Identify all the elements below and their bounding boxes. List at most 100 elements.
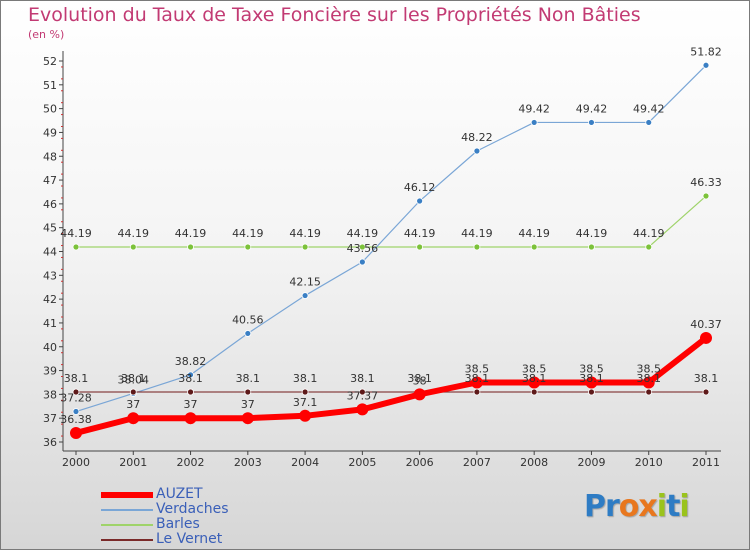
legend-item-le-vernet: Le Vernet	[101, 531, 301, 547]
data-label-verdaches: 38.82	[175, 355, 207, 368]
data-point-verdaches	[187, 371, 194, 379]
data-point-le-vernet	[358, 388, 366, 396]
data-point-barles	[702, 192, 710, 200]
data-point-auzet	[184, 412, 197, 425]
data-point-auzet	[127, 412, 140, 425]
data-point-le-vernet	[244, 388, 252, 396]
data-label-auzet: 38	[413, 374, 427, 387]
legend-swatch-barles	[101, 524, 153, 526]
data-point-barles	[129, 243, 137, 251]
data-label-auzet: 37	[126, 398, 140, 411]
x-tick-label: 2007	[463, 456, 491, 469]
data-point-auzet	[241, 412, 254, 425]
data-point-verdaches	[702, 61, 710, 69]
data-label-auzet: 36.38	[60, 413, 92, 426]
data-label-le-vernet: 38.1	[465, 372, 490, 385]
data-point-le-vernet	[702, 388, 710, 396]
legend-item-barles: Barles	[101, 516, 301, 532]
y-tick-label: 51	[43, 79, 57, 92]
data-point-le-vernet	[588, 388, 595, 396]
series-line-barles	[75, 195, 707, 248]
data-label-le-vernet: 38.1	[694, 372, 719, 385]
data-point-le-vernet	[72, 388, 80, 396]
y-tick-label: 38	[43, 388, 57, 401]
legend-swatch-verdaches	[101, 509, 153, 511]
y-tick-label: 44	[43, 246, 57, 259]
y-tick-label: 40	[43, 341, 57, 354]
data-label-barles: 44.19	[404, 227, 436, 240]
data-label-barles: 44.19	[633, 227, 665, 240]
y-tick-label: 47	[43, 174, 57, 187]
data-label-le-vernet: 38.1	[236, 372, 261, 385]
data-label-le-vernet: 38.1	[64, 372, 89, 385]
data-label-verdaches: 46.12	[404, 181, 436, 194]
data-label-auzet: 37.37	[347, 389, 379, 402]
x-tick-label: 2011	[692, 456, 720, 469]
data-label-le-vernet: 38.1	[636, 372, 661, 385]
data-point-verdaches	[72, 408, 80, 415]
y-tick-label: 37	[43, 412, 57, 425]
series-line-auzet	[73, 334, 709, 436]
x-tick-label: 2000	[62, 456, 90, 469]
data-label-barles: 44.19	[175, 227, 207, 240]
data-point-auzet	[470, 376, 483, 389]
data-point-barles	[187, 243, 194, 251]
legend-label-le-vernet: Le Vernet	[156, 531, 223, 547]
data-point-le-vernet	[473, 388, 481, 396]
data-point-le-vernet	[129, 388, 137, 396]
y-tick-label: 46	[43, 198, 57, 211]
data-point-le-vernet	[301, 388, 309, 396]
data-point-auzet	[356, 403, 369, 416]
legend-label-auzet: AUZET	[156, 486, 203, 502]
data-point-barles	[645, 243, 653, 251]
data-point-verdaches	[416, 197, 424, 205]
x-tick-label: 2003	[234, 456, 262, 469]
data-label-barles: 44.19	[576, 227, 608, 240]
data-label-verdaches: 51.82	[690, 45, 722, 58]
y-tick-label: 45	[43, 222, 57, 235]
y-tick-label: 42	[43, 293, 57, 306]
data-point-verdaches	[301, 292, 309, 299]
data-label-verdaches: 48.22	[461, 131, 493, 144]
data-point-le-vernet	[530, 388, 538, 396]
data-point-le-vernet	[645, 388, 653, 396]
x-tick-label: 2005	[348, 456, 376, 469]
y-unit-label: (en %)	[28, 28, 65, 41]
data-point-verdaches	[588, 119, 595, 126]
data-point-auzet	[700, 331, 712, 344]
data-point-auzet	[642, 376, 655, 389]
data-label-auzet: 37	[241, 398, 255, 411]
data-point-barles	[358, 243, 366, 251]
data-label-auzet: 38.5	[636, 362, 661, 375]
data-point-auzet	[585, 376, 598, 389]
x-tick-label: 2008	[520, 456, 548, 469]
data-label-le-vernet: 38.1	[350, 372, 375, 385]
x-tick-label: 2002	[177, 456, 205, 469]
data-label-verdaches: 43.56	[347, 242, 379, 255]
data-point-verdaches	[645, 119, 653, 126]
data-point-le-vernet	[187, 388, 194, 396]
proxiti-logo: Proxiti	[584, 489, 690, 524]
data-label-auzet: 37.1	[293, 396, 318, 409]
y-tick-label: 50	[43, 103, 57, 116]
data-point-barles	[473, 243, 481, 251]
data-label-auzet: 38.5	[465, 362, 490, 375]
data-label-le-vernet: 38.1	[579, 372, 604, 385]
data-point-barles	[244, 243, 252, 251]
data-point-auzet	[299, 409, 312, 422]
data-label-verdaches: 42.15	[289, 276, 321, 289]
data-point-barles	[416, 243, 424, 251]
data-label-verdaches: 40.56	[232, 313, 264, 326]
x-tick-label: 2006	[406, 456, 434, 469]
series-line-verdaches	[75, 64, 707, 413]
x-tick-label: 2004	[291, 456, 319, 469]
y-tick-label: 39	[43, 365, 57, 378]
legend-item-verdaches: Verdaches	[101, 501, 301, 517]
data-point-verdaches	[358, 258, 366, 266]
data-label-verdaches: 49.42	[633, 102, 665, 115]
legend-swatch-le-vernet	[101, 539, 153, 541]
legend-swatch-auzet	[101, 492, 153, 498]
data-label-le-vernet: 38.1	[293, 372, 318, 385]
data-label-verdaches: 37.28	[60, 392, 92, 405]
